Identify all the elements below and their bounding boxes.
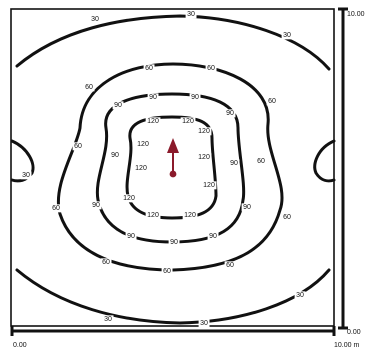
axis-label-y-max: 10.00	[347, 11, 365, 18]
contour-label-background	[112, 101, 124, 110]
contour-labels-120: 120 120 120 120 120 120 120 120 120 120	[121, 117, 217, 220]
contour-label: 60	[207, 65, 215, 72]
contour-label-background	[205, 64, 217, 73]
contour-label-background	[224, 261, 236, 270]
contour-label-background	[50, 204, 62, 213]
contour-label-background	[72, 142, 84, 151]
contour-label-background	[135, 140, 151, 149]
contour-label-background	[89, 15, 101, 24]
contour-label-background	[147, 93, 159, 102]
contour-label-background	[198, 319, 210, 328]
contour-label-background	[143, 64, 155, 73]
contour-label: 90	[114, 102, 122, 109]
contour-label: 120	[147, 118, 159, 125]
contour-label-background	[145, 211, 161, 220]
contour-label: 30	[104, 316, 112, 323]
contour-label: 30	[283, 32, 291, 39]
contour-label: 90	[170, 239, 178, 246]
contour-labels-60: 60 60 60 60 60 60 60 60 60 60 60	[50, 64, 293, 276]
contour-label-background	[20, 171, 32, 180]
contour-label-background	[125, 232, 137, 241]
plot-frame	[10, 8, 335, 327]
contour-label-background	[201, 181, 217, 190]
contour-label-background	[281, 31, 293, 40]
contour-label-background	[207, 232, 219, 241]
contour-label: 60	[257, 158, 265, 165]
axis-label-y-min: 0.00	[347, 329, 361, 336]
contour-label-background	[182, 211, 198, 220]
contour-label-background	[161, 267, 173, 276]
contour-label-background	[196, 153, 212, 162]
contour-label-background	[196, 127, 212, 136]
contour-label-background	[168, 238, 180, 247]
contour-label-background	[281, 213, 293, 222]
contour-label: 60	[145, 65, 153, 72]
contour-label-background	[121, 194, 137, 203]
contour-label: 120	[198, 154, 210, 161]
contour-120	[125, 115, 218, 220]
contour-label: 90	[230, 160, 238, 167]
contour-label: 120	[182, 118, 194, 125]
contour-label-background	[102, 315, 114, 324]
contour-label: 120	[147, 212, 159, 219]
contour-label: 90	[226, 110, 234, 117]
contour-label-background	[224, 109, 236, 118]
contour-label: 120	[184, 212, 196, 219]
contour-label: 60	[52, 205, 60, 212]
contour-label: 60	[102, 259, 110, 266]
contour-label: 120	[135, 165, 147, 172]
contour-label-background	[90, 201, 102, 210]
axis-label-x-max: 10.00 m	[334, 342, 359, 349]
contour-label: 60	[226, 262, 234, 269]
contour-label: 30	[187, 11, 195, 18]
contour-label: 30	[296, 292, 304, 299]
contour-label: 120	[137, 141, 149, 148]
contour-label: 120	[198, 128, 210, 135]
contour-label-background	[100, 258, 112, 267]
contour-label: 60	[268, 98, 276, 105]
contour-label-background	[185, 10, 197, 19]
contour-label-background	[189, 93, 201, 102]
contour-label: 120	[203, 182, 215, 189]
contour-label: 90	[127, 233, 135, 240]
contour-labels-30-extra: 30	[294, 291, 306, 300]
contour-label: 30	[91, 16, 99, 23]
contour-label: 60	[283, 214, 291, 221]
contour-label: 60	[85, 84, 93, 91]
contour-label-background	[180, 117, 196, 126]
contour-label-background	[294, 291, 306, 300]
contour-label: 90	[191, 94, 199, 101]
axis-label-origin: 0.00	[13, 342, 27, 349]
contour-label: 120	[123, 195, 135, 202]
contour-label-background	[228, 159, 240, 168]
contour-label: 90	[92, 202, 100, 209]
contour-label-background	[109, 151, 121, 160]
contour-labels-90: 90 90 90 90 90 90 90 90 90 90 90	[90, 93, 253, 247]
contour-label-background	[241, 203, 253, 212]
contour-label: 60	[74, 143, 82, 150]
contour-labels-30: 30 30 30 30 30 30	[20, 10, 293, 328]
contour-label: 90	[209, 233, 217, 240]
luminaire-point	[169, 170, 177, 178]
contour-label-background	[266, 97, 278, 106]
contour-30	[10, 14, 336, 325]
luminaire-arrow-head	[167, 138, 179, 153]
contour-60	[57, 62, 284, 272]
contour-label-background	[83, 83, 95, 92]
contour-label: 30	[200, 320, 208, 327]
contour-label-background	[145, 117, 161, 126]
luminaire-marker	[167, 138, 179, 178]
contour-label: 90	[111, 152, 119, 159]
contour-label: 60	[163, 268, 171, 275]
contour-label: 90	[149, 94, 157, 101]
contour-label-background	[133, 164, 149, 173]
contour-label: 90	[243, 204, 251, 211]
contour-label: 30	[22, 172, 30, 179]
contour-label-background	[255, 157, 267, 166]
